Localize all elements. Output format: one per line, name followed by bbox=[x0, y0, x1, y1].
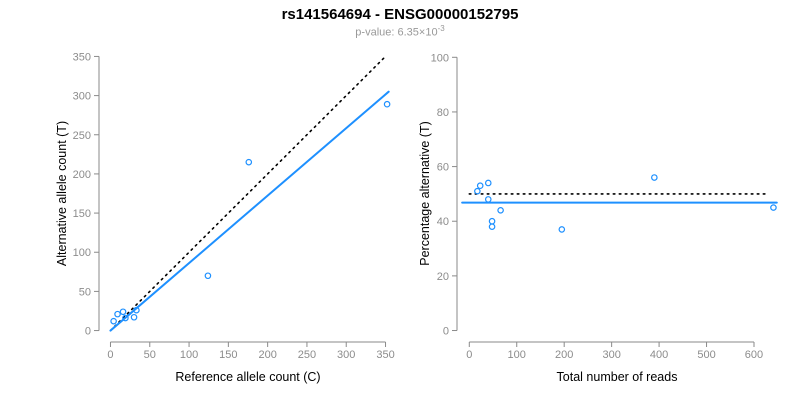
y-tick-label: 80 bbox=[437, 107, 449, 119]
page-title: rs141564694 - ENSG00000152795 bbox=[281, 6, 519, 23]
x-tick-label: 100 bbox=[180, 349, 198, 361]
x-tick-label: 250 bbox=[298, 349, 316, 361]
data-point bbox=[488, 217, 496, 225]
y-tick-label: 250 bbox=[73, 130, 91, 142]
y-axis-label: Percentage alternative (T) bbox=[418, 121, 432, 266]
data-point bbox=[383, 100, 391, 108]
x-tick-label: 500 bbox=[697, 349, 715, 361]
y-tick-label: 350 bbox=[73, 51, 91, 63]
x-tick-label: 200 bbox=[258, 349, 276, 361]
data-point bbox=[558, 226, 566, 233]
y-tick-label: 200 bbox=[73, 169, 91, 181]
pvalue-subtitle: p-value: 6.35×10-3 bbox=[0, 24, 800, 39]
y-tick-label: 100 bbox=[431, 52, 449, 64]
x-tick-label: 50 bbox=[144, 349, 156, 361]
x-tick-label: 200 bbox=[555, 349, 573, 361]
x-tick-label: 100 bbox=[508, 349, 526, 361]
x-tick-label: 150 bbox=[219, 349, 237, 361]
data-point bbox=[484, 196, 492, 203]
regression-line bbox=[109, 90, 390, 332]
y-axis-label: Alternative allele count (T) bbox=[55, 121, 69, 266]
y-tick-label: 150 bbox=[73, 208, 91, 220]
x-tick-label: 0 bbox=[466, 349, 472, 361]
pvalue-exponent: -3 bbox=[437, 24, 445, 33]
data-point bbox=[110, 317, 117, 325]
data-point bbox=[651, 174, 658, 181]
data-point bbox=[122, 314, 129, 322]
data-point bbox=[114, 310, 121, 318]
data-point bbox=[133, 306, 140, 314]
y-tick-label: 100 bbox=[73, 247, 91, 259]
data-point bbox=[770, 204, 777, 211]
x-tick-label: 350 bbox=[376, 349, 394, 361]
y-tick-label: 0 bbox=[443, 326, 449, 338]
x-tick-label: 600 bbox=[745, 349, 763, 361]
x-axis-label: Reference allele count (C) bbox=[175, 370, 320, 384]
data-point bbox=[119, 308, 127, 316]
data-point bbox=[245, 158, 253, 166]
data-point bbox=[130, 313, 138, 321]
y-tick-label: 300 bbox=[73, 91, 91, 103]
data-point bbox=[204, 272, 212, 280]
y-tick-label: 40 bbox=[437, 216, 449, 228]
data-point bbox=[497, 207, 504, 214]
data-point bbox=[474, 187, 481, 195]
data-point bbox=[476, 182, 484, 190]
x-tick-label: 300 bbox=[602, 349, 620, 361]
y-tick-label: 60 bbox=[437, 162, 449, 174]
x-tick-label: 0 bbox=[107, 349, 113, 361]
data-point bbox=[484, 179, 492, 187]
data-point bbox=[488, 223, 496, 230]
y-tick-label: 20 bbox=[437, 271, 449, 283]
x-tick-label: 400 bbox=[650, 349, 668, 361]
x-tick-label: 300 bbox=[337, 349, 355, 361]
identity-line bbox=[109, 57, 385, 332]
y-tick-label: 0 bbox=[85, 326, 91, 338]
pvalue-text: p-value: 6.35×10 bbox=[355, 26, 438, 39]
x-axis-label: Total number of reads bbox=[557, 370, 678, 384]
y-tick-label: 50 bbox=[79, 286, 91, 298]
